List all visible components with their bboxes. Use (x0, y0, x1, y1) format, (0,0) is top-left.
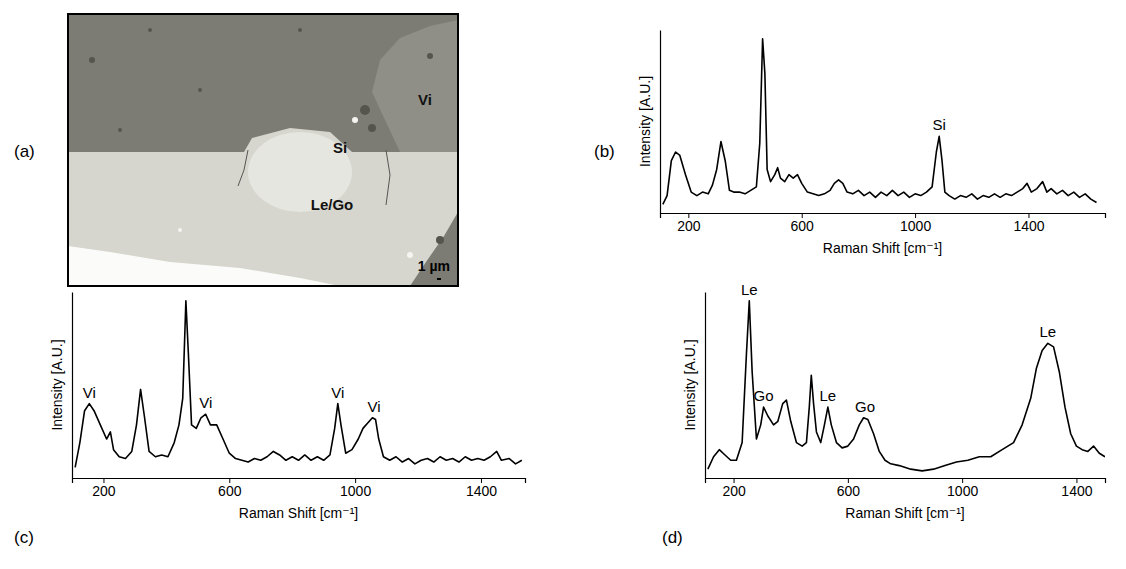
micrograph (68, 14, 458, 286)
spectrum-line (708, 301, 1105, 471)
y-axis-title: Intensity [A.U.] (637, 76, 653, 167)
tick-label: 200 (92, 483, 116, 499)
speck (118, 128, 122, 132)
speck (178, 228, 182, 232)
tick-label: 1000 (947, 483, 978, 499)
plot-area (708, 301, 1105, 471)
spectrum-panel: 200 600 1000 1400 Raman Shift [cm⁻¹] Intensit… (49, 293, 526, 522)
micrograph-frame (68, 14, 458, 286)
region-label: Le/Go (311, 196, 354, 213)
peak-label: Go (754, 387, 774, 404)
axis-line (705, 293, 706, 479)
x-tick: 200 (722, 478, 746, 499)
speck (427, 53, 433, 59)
speck (407, 252, 413, 258)
peak-label: Vi (367, 398, 380, 415)
x-tick: 1000 (947, 478, 978, 499)
peak-label: Si (933, 116, 946, 133)
plot-area (75, 301, 522, 468)
x-axis: 200 600 1000 1400 (661, 213, 1106, 234)
peak-label: Vi (331, 384, 344, 401)
panel-label: (a) (14, 142, 35, 161)
x-axis-title: Raman Shift [cm⁻¹] (239, 505, 358, 521)
region-label: Si (333, 139, 347, 156)
peak-label: Le (741, 281, 758, 298)
panel-label: (c) (14, 528, 34, 547)
tick-label: 1400 (1061, 483, 1092, 499)
figure: (a) (b) (c) (d) Si Vi Le/Go 1 µm 200 600 1000 1400 R… (0, 0, 1126, 569)
tick-label: 200 (677, 218, 701, 234)
plot-area (663, 39, 1097, 205)
x-tick: 1400 (1061, 478, 1092, 499)
x-axis-title: Raman Shift [cm⁻¹] (823, 240, 942, 256)
speck (148, 28, 152, 32)
tick-label: 1000 (340, 483, 371, 499)
x-axis-title: Raman Shift [cm⁻¹] (845, 505, 964, 521)
x-tick: 1400 (1013, 213, 1044, 234)
peak-label: Vi (83, 384, 96, 401)
axis-line (660, 31, 661, 214)
scale-bar (437, 278, 441, 280)
region-label: Vi (418, 91, 432, 108)
y-axis-title: Intensity [A.U.] (49, 339, 65, 430)
axis-line (72, 293, 73, 479)
speck (298, 28, 302, 32)
tick-label: 600 (837, 483, 861, 499)
tick-label: 1000 (900, 218, 931, 234)
speck (352, 117, 358, 123)
background-region (68, 246, 340, 286)
vi-region (372, 20, 458, 152)
spectrum-panel: 200 600 1000 1400 Raman Shift [cm⁻¹] Intensit… (637, 31, 1106, 257)
peak-label: Le (820, 387, 837, 404)
x-tick: 600 (837, 478, 861, 499)
x-axis: 200 600 1000 1400 (706, 478, 1106, 499)
layer-region (68, 128, 458, 286)
tick-label: 200 (722, 483, 746, 499)
y-axis (660, 31, 661, 214)
y-axis (72, 293, 73, 479)
speck (89, 57, 95, 63)
y-axis-title: Intensity [A.U.] (682, 339, 698, 430)
tick-label: 1400 (1013, 218, 1044, 234)
y-axis (705, 293, 706, 479)
peak-label: Go (855, 398, 875, 415)
peak-label: Vi (199, 394, 212, 411)
x-tick: 1000 (900, 213, 931, 234)
panel-label: (b) (594, 142, 615, 161)
x-axis: 200 600 1000 1400 (73, 478, 526, 499)
axis-line (73, 479, 526, 484)
tick-label: 1400 (466, 483, 497, 499)
x-tick: 200 (677, 213, 701, 234)
x-tick: 1000 (340, 478, 371, 499)
axis-line (706, 479, 1106, 484)
speck (198, 88, 202, 92)
speck (360, 105, 370, 115)
speck (436, 236, 444, 244)
spectrum-panel: 200 600 1000 1400 Raman Shift [cm⁻¹] Intensit… (682, 281, 1106, 521)
tick-label: 600 (218, 483, 242, 499)
x-tick: 200 (92, 478, 116, 499)
panel-label: (d) (662, 528, 683, 547)
peak-label: Le (1040, 323, 1057, 340)
spectrum-line (75, 301, 522, 468)
speck (368, 124, 376, 132)
x-tick: 600 (218, 478, 242, 499)
x-tick: 600 (791, 213, 815, 234)
x-tick: 1400 (466, 478, 497, 499)
scale-bar-label: 1 µm (418, 258, 450, 274)
tick-label: 600 (791, 218, 815, 234)
micrograph-ground (68, 14, 458, 286)
spectrum-line (663, 39, 1097, 205)
